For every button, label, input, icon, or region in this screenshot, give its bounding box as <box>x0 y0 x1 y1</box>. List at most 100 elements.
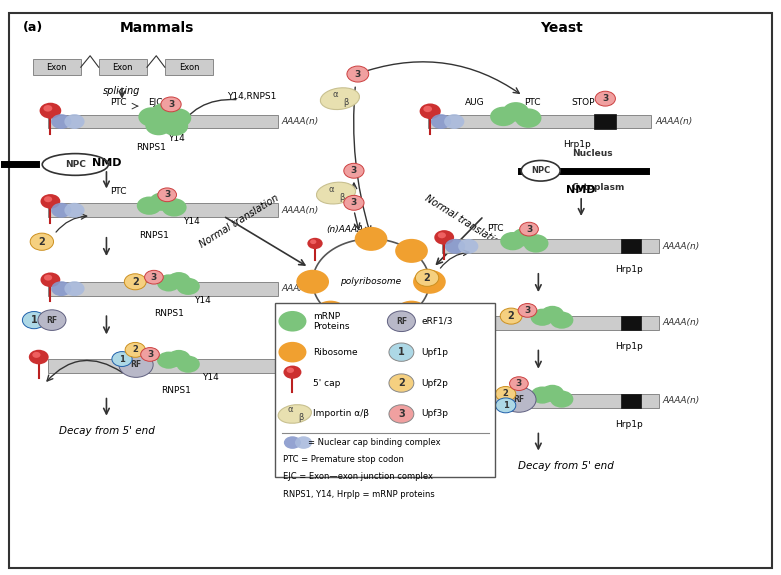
Ellipse shape <box>521 160 560 181</box>
Circle shape <box>64 281 84 296</box>
Circle shape <box>137 197 162 215</box>
Text: 2: 2 <box>508 311 515 321</box>
Text: DSE: DSE <box>597 98 613 107</box>
Text: Yeast: Yeast <box>540 21 583 36</box>
Text: 3: 3 <box>526 225 532 233</box>
Text: Decay from 5' end: Decay from 5' end <box>59 426 155 436</box>
Text: PTC: PTC <box>524 98 540 107</box>
Circle shape <box>167 272 191 289</box>
Text: 1: 1 <box>119 355 125 363</box>
Circle shape <box>40 103 61 118</box>
Circle shape <box>279 342 306 362</box>
Text: AAAA(n): AAAA(n) <box>663 242 700 251</box>
Circle shape <box>445 239 465 254</box>
Text: AAAA(n): AAAA(n) <box>281 206 319 214</box>
Text: RNPS1: RNPS1 <box>154 309 184 318</box>
Circle shape <box>344 163 364 178</box>
Bar <box>98 59 147 75</box>
Circle shape <box>431 114 451 129</box>
Text: Y14: Y14 <box>183 217 199 226</box>
Text: 5' cap: 5' cap <box>312 378 340 388</box>
Text: NMD: NMD <box>566 185 596 195</box>
Text: 3: 3 <box>355 70 361 79</box>
Text: Y14: Y14 <box>168 134 185 143</box>
Circle shape <box>355 227 387 251</box>
Text: 1: 1 <box>503 401 508 410</box>
Text: 3: 3 <box>602 94 608 103</box>
Text: mRNP
Proteins: mRNP Proteins <box>312 312 349 331</box>
Bar <box>621 316 641 330</box>
Text: 3: 3 <box>168 100 174 109</box>
Text: β: β <box>298 413 304 423</box>
Bar <box>276 303 495 477</box>
Circle shape <box>389 343 414 361</box>
Circle shape <box>396 344 424 365</box>
Circle shape <box>152 103 178 122</box>
Circle shape <box>426 387 434 393</box>
Circle shape <box>438 232 446 238</box>
Circle shape <box>158 188 177 202</box>
Circle shape <box>144 270 163 284</box>
Circle shape <box>167 350 191 367</box>
Text: Ribosome: Ribosome <box>312 348 357 356</box>
Circle shape <box>52 203 71 218</box>
Circle shape <box>29 350 48 365</box>
Circle shape <box>52 281 71 296</box>
Circle shape <box>540 306 564 323</box>
Circle shape <box>287 367 294 373</box>
Text: Exon: Exon <box>179 63 199 72</box>
Circle shape <box>496 386 515 401</box>
Text: Y14: Y14 <box>202 373 219 382</box>
Text: RF: RF <box>130 361 141 369</box>
Text: 1: 1 <box>425 350 431 359</box>
Bar <box>442 394 659 408</box>
Circle shape <box>355 313 387 337</box>
Text: Exon: Exon <box>46 63 67 72</box>
Text: PTC: PTC <box>487 224 504 232</box>
Text: RF: RF <box>513 395 525 404</box>
Circle shape <box>165 109 191 128</box>
Circle shape <box>295 436 312 449</box>
Circle shape <box>419 104 440 119</box>
Circle shape <box>500 232 525 250</box>
Circle shape <box>413 270 446 294</box>
Text: 2: 2 <box>424 273 430 283</box>
Circle shape <box>119 352 153 377</box>
Bar <box>165 59 213 75</box>
Circle shape <box>141 347 159 361</box>
Circle shape <box>496 398 515 413</box>
Text: Importin α/β: Importin α/β <box>312 409 369 419</box>
Text: 2: 2 <box>503 389 508 398</box>
Text: Normal translation: Normal translation <box>198 193 280 250</box>
Text: PTC = Premature stop codon: PTC = Premature stop codon <box>283 455 404 464</box>
Circle shape <box>515 109 541 128</box>
Ellipse shape <box>320 88 359 110</box>
Circle shape <box>308 238 323 249</box>
Text: NPC: NPC <box>65 160 86 169</box>
Ellipse shape <box>278 405 312 423</box>
Circle shape <box>502 102 529 121</box>
Circle shape <box>501 387 536 412</box>
Text: Hrp1p: Hrp1p <box>615 265 643 274</box>
Circle shape <box>149 193 174 211</box>
Text: RNPS1: RNPS1 <box>136 143 166 152</box>
Text: Mammals: Mammals <box>119 21 194 36</box>
Circle shape <box>32 352 41 358</box>
Circle shape <box>595 91 615 106</box>
Text: 3: 3 <box>515 379 522 388</box>
Circle shape <box>41 273 60 287</box>
Circle shape <box>434 230 454 245</box>
Circle shape <box>310 239 316 244</box>
Text: AAAA(n): AAAA(n) <box>663 396 700 405</box>
Text: eRF1/3: eRF1/3 <box>422 317 453 326</box>
Text: AAAA(n): AAAA(n) <box>281 362 319 370</box>
Circle shape <box>44 275 52 281</box>
Circle shape <box>162 198 187 217</box>
Circle shape <box>387 311 415 332</box>
Circle shape <box>500 308 522 324</box>
Circle shape <box>41 194 60 209</box>
Circle shape <box>523 234 548 252</box>
Circle shape <box>157 351 180 369</box>
Text: 1: 1 <box>30 315 37 325</box>
Bar <box>621 394 641 408</box>
